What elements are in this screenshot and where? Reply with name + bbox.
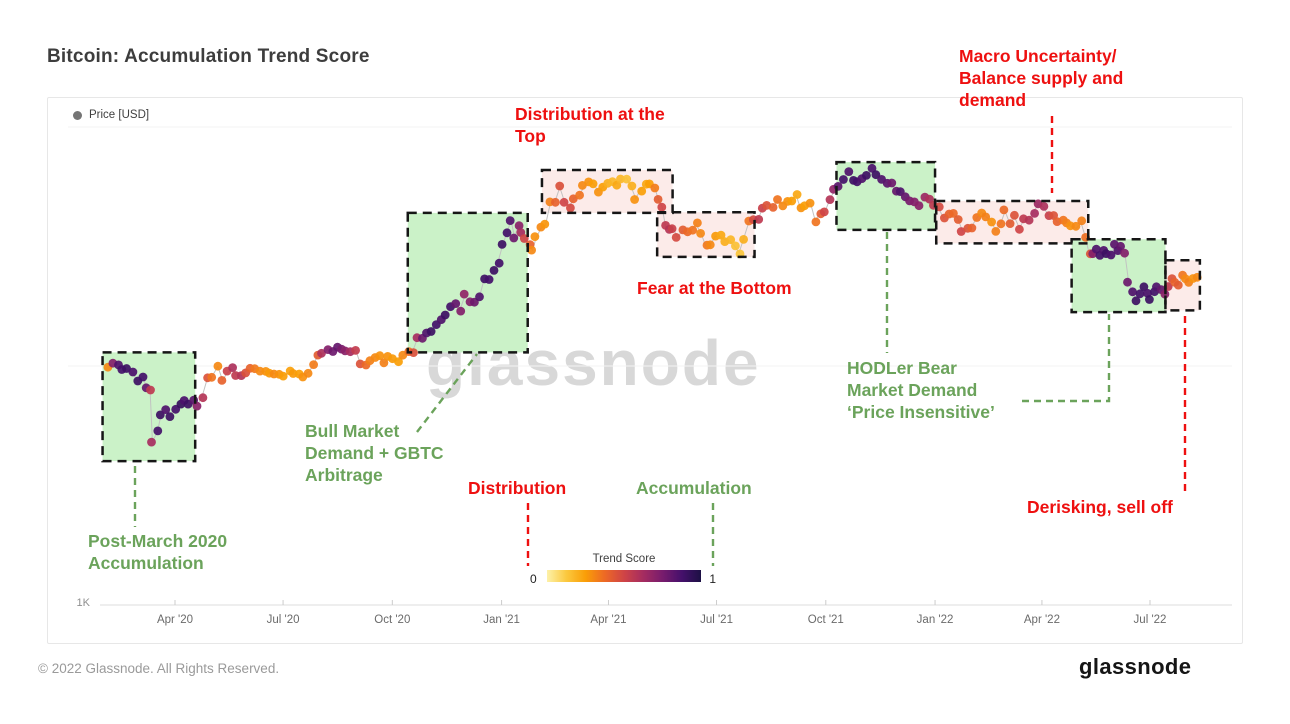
- annotation-macro-uncertainty: Macro Uncertainty/ Balance supply and de…: [959, 46, 1124, 110]
- x-tick-label: Apr '20: [157, 614, 193, 626]
- page-title: Bitcoin: Accumulation Trend Score: [47, 46, 370, 67]
- accumulation-region: [836, 162, 936, 230]
- annotation-bull-market-demand: Bull Market Demand + GBTC Arbitrage: [305, 421, 444, 485]
- annotation-hodler-bear-market-demand: HODLer Bear Market Demand ‘Price Insensi…: [847, 358, 995, 422]
- annotation-fear-at-the-bottom: Fear at the Bottom: [637, 278, 792, 298]
- price-legend-label: Price [USD]: [89, 109, 150, 121]
- series-dot-icon: [73, 110, 82, 120]
- x-tick-label: Apr '22: [1024, 614, 1060, 626]
- x-tick-label: Jan '21: [483, 614, 520, 626]
- annotation-connectors: [133, 116, 1187, 566]
- x-tick-label: Jan '22: [917, 614, 954, 626]
- annotation-distribution-label: Distribution: [468, 478, 567, 498]
- x-tick-label: Apr '21: [590, 614, 626, 626]
- trend-score-gradient: [547, 570, 701, 582]
- price-series-legend[interactable]: Price [USD]: [73, 109, 149, 121]
- annotation-accumulation-label: Accumulation: [636, 478, 752, 498]
- trend-score-min-label: 0: [530, 572, 537, 586]
- trend-score-legend: Trend Score 0 1: [530, 553, 716, 586]
- x-tick-label: Jul '20: [267, 614, 300, 626]
- trend-score-title: Trend Score: [592, 553, 656, 565]
- gridlines: [68, 126, 1232, 367]
- glassnode-logo: glassnode: [1079, 654, 1192, 679]
- annotation-derisking-sell-off: Derisking, sell off: [1027, 497, 1173, 517]
- x-tick-label: Jul '21: [700, 614, 733, 626]
- region-outlines: [101, 160, 1202, 463]
- footer-copyright: © 2022 Glassnode. All Rights Reserved.: [38, 661, 280, 676]
- x-tick-label: Oct '20: [374, 614, 410, 626]
- region-fills: [102, 162, 1200, 462]
- trend-score-max-label: 1: [709, 572, 716, 586]
- annotation-post-march-2020-accumulation: Post-March 2020 Accumulation: [88, 531, 228, 573]
- y-tick-label: 1K: [77, 597, 91, 609]
- annotation-distribution-at-the-top: Distribution at the Top: [515, 104, 665, 146]
- x-tick-label: Oct '21: [808, 614, 844, 626]
- x-tick-label: Jul '22: [1134, 614, 1167, 626]
- x-axis: Apr '20 Jul '20 Oct '20 Jan '21 Apr '21 Jul '…: [77, 597, 1232, 626]
